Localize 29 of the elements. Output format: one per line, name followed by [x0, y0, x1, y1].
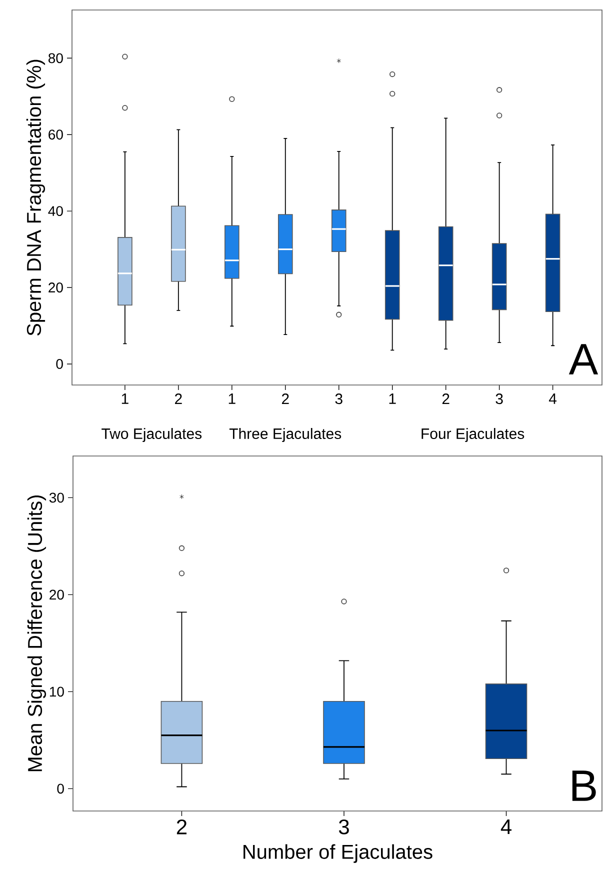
text: Three Ejaculates [229, 428, 342, 442]
text: Two Ejaculates [102, 428, 202, 442]
x-tick-label: 1 [122, 394, 128, 404]
y-tick-label: 10 [50, 686, 64, 697]
annotation: B [572, 770, 596, 801]
x-tick-label: 3 [335, 394, 342, 404]
y-tick-label: 20 [50, 590, 64, 600]
x-tick-label: 3 [338, 820, 349, 834]
x-axis-title: Number of Ejaculates [244, 844, 432, 863]
y-tick-label: 0 [57, 784, 64, 794]
x-tick-label: 4 [548, 394, 557, 404]
x-tick-label: 3 [496, 394, 503, 404]
x-tick-label: 4 [500, 820, 512, 834]
y-tick-label: 60 [48, 130, 63, 140]
x-tick-label: 2 [176, 820, 186, 834]
y-tick-label: 40 [48, 206, 63, 216]
y-tick-label: 80 [48, 53, 63, 64]
y-tick-label: 30 [49, 492, 64, 503]
x-tick-label: 2 [442, 394, 450, 404]
x-tick-label: 1 [389, 394, 396, 404]
annotation: A [568, 344, 598, 374]
y-axis-title: Sperm DNA Fragmentation (%) [26, 60, 46, 336]
y-axis-title: Mean Signed Difference (Units) [27, 495, 46, 772]
text: Four Ejaculates [422, 428, 524, 442]
x-tick-label: 2 [175, 394, 182, 404]
y-tick-label: 0 [56, 359, 63, 369]
y-tick-label: 20 [48, 282, 63, 292]
x-tick-label: 2 [282, 394, 289, 404]
x-tick-label: 1 [228, 394, 236, 404]
